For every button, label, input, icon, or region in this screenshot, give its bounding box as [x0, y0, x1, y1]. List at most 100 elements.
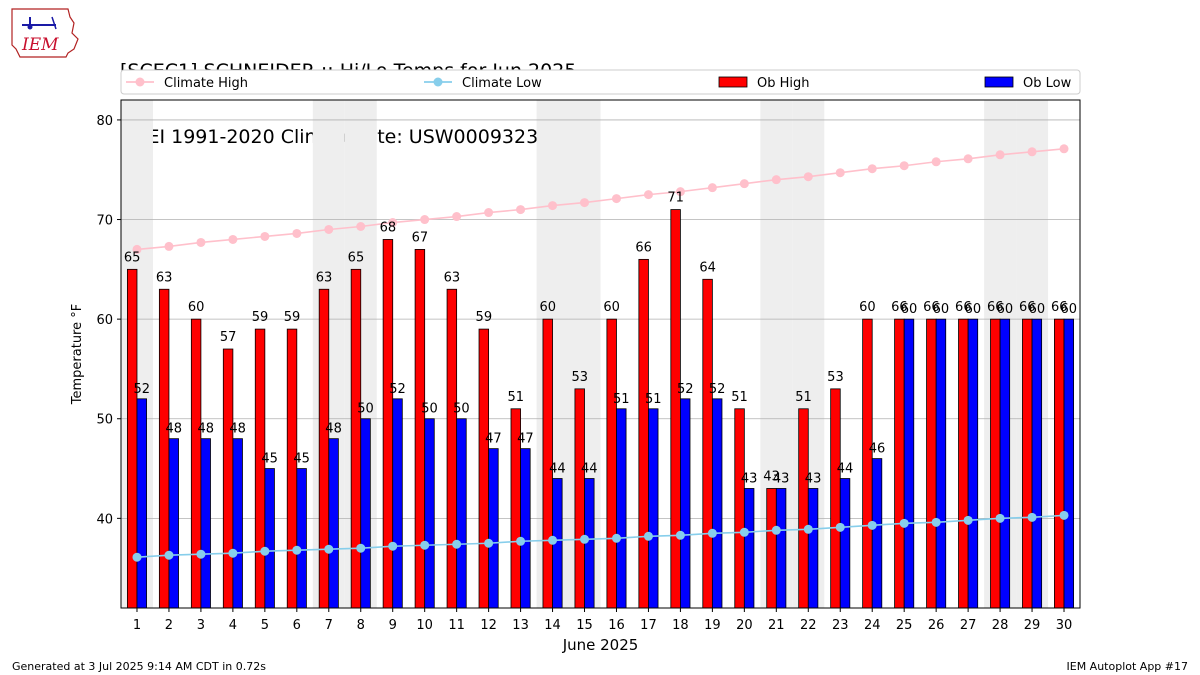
ob-high-label: 59 [284, 310, 301, 325]
climate-low-point [1059, 510, 1069, 520]
ob-high-bar [222, 348, 234, 609]
ob-high-label: 53 [827, 370, 844, 385]
x-axis-label: June 2025 [562, 636, 639, 654]
climate-high-point [611, 194, 621, 204]
climate-low-point [420, 540, 430, 550]
ob-high-label: 63 [444, 270, 461, 285]
x-tick-label: 23 [832, 618, 849, 633]
ob-low-label: 60 [997, 302, 1014, 317]
ob-low-label: 52 [134, 382, 151, 397]
ob-low-label: 52 [677, 382, 694, 397]
ob-high-label: 64 [699, 260, 716, 275]
ob-high-label: 71 [667, 191, 684, 206]
ob-high-bar [574, 388, 585, 609]
ob-high-label: 60 [539, 300, 556, 315]
climate-low-point [1027, 512, 1037, 522]
ob-low-label: 48 [165, 422, 182, 437]
iem-logo-text: IEM [21, 35, 59, 55]
y-tick-label: 60 [96, 313, 113, 328]
ob-low-bar [680, 398, 691, 609]
ob-low-label: 50 [421, 402, 438, 417]
ob-high-bar [766, 488, 777, 609]
ob-low-bar [360, 418, 371, 609]
climate-high-point [931, 157, 941, 167]
ob-low-label: 60 [1029, 302, 1046, 317]
climate-low-point [931, 517, 941, 527]
ob-low-bar [871, 458, 883, 609]
iem-logo: IEM [11, 8, 79, 58]
x-tick-label: 18 [672, 618, 689, 633]
climate-low-point [707, 528, 717, 538]
ob-low-bar [935, 318, 947, 609]
ob-low-label: 47 [485, 432, 502, 447]
climate-low-point [452, 539, 462, 549]
ob-high-bar [862, 318, 873, 609]
ob-low-bar [648, 408, 659, 609]
climate-high-point [867, 164, 877, 174]
climate-high-point [803, 172, 813, 182]
y-tick-label: 50 [96, 413, 113, 428]
ob-low-label: 51 [645, 392, 662, 407]
climate-high-line [136, 148, 1065, 251]
ob-low-bar [392, 398, 403, 609]
ob-high-bar [830, 388, 841, 609]
legend-ob-high-swatch [718, 76, 748, 88]
ob-high-label: 66 [1019, 300, 1036, 315]
climate-high-point [995, 150, 1005, 160]
ob-low-label: 48 [229, 422, 246, 437]
ob-low-bar [136, 398, 147, 609]
ob-high-label: 59 [252, 310, 269, 325]
ob-low-label: 43 [805, 471, 822, 486]
ob-high-bar [926, 318, 937, 609]
climate-high-point [548, 201, 558, 211]
x-tick-label: 15 [576, 618, 593, 633]
x-tick-label: 24 [864, 618, 881, 633]
ob-low-label: 50 [453, 402, 470, 417]
ob-high-label: 63 [156, 270, 173, 285]
x-tick-label: 20 [736, 618, 753, 633]
ob-high-label: 68 [380, 220, 397, 235]
climate-high-point [164, 241, 174, 251]
climate-high-point [580, 198, 590, 208]
ob-high-bar [318, 288, 330, 609]
climate-high-point [739, 179, 749, 189]
x-tick-label: 28 [992, 618, 1009, 633]
climate-high-point [1059, 144, 1069, 154]
ob-low-bar [1063, 318, 1075, 609]
ob-high-bar [382, 239, 394, 609]
ob-low-bar [807, 488, 819, 609]
ob-low-label: 45 [293, 452, 310, 467]
climate-low-point [611, 533, 621, 543]
climate-low-point [356, 543, 366, 553]
legend-climate-high-marker [135, 77, 145, 87]
legend-ob-low-label: Ob Low [1023, 76, 1072, 91]
plot-frame [120, 99, 1081, 609]
legend-climate-high-label: Climate High [164, 76, 248, 91]
x-tick-label: 11 [448, 618, 465, 633]
ob-high-label: 63 [316, 270, 333, 285]
x-tick-label: 8 [357, 618, 365, 633]
ob-high-label: 60 [188, 300, 205, 315]
ob-high-bar [1054, 318, 1065, 609]
climate-low-point [132, 552, 142, 562]
ob-high-label: 66 [987, 300, 1004, 315]
ob-low-label: 43 [773, 471, 790, 486]
ob-low-label: 60 [1061, 302, 1078, 317]
ob-low-bar [1031, 318, 1043, 609]
ob-low-bar [967, 318, 979, 609]
y-tick-label: 80 [96, 114, 113, 129]
ob-high-label: 66 [635, 240, 652, 255]
ob-high-label: 57 [220, 330, 237, 345]
climate-high-point [707, 183, 717, 193]
ob-high-bar [446, 288, 458, 609]
ob-low-label: 46 [869, 442, 886, 457]
ob-low-bar [616, 408, 627, 609]
x-tick-label: 19 [704, 618, 721, 633]
ob-high-label: 66 [891, 300, 908, 315]
ob-high-bar [702, 278, 713, 609]
ob-high-label: 51 [795, 390, 812, 405]
x-tick-label: 7 [325, 618, 333, 633]
x-tick-label: 17 [640, 618, 657, 633]
ob-high-label: 65 [348, 250, 365, 265]
climate-low-point [164, 550, 174, 560]
